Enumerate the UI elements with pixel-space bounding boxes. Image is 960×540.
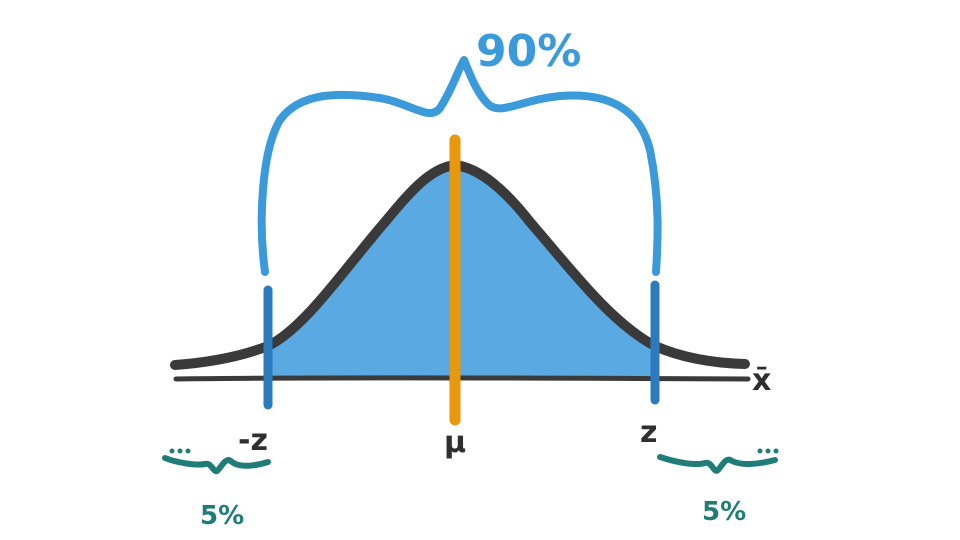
right-tail-dot: [765, 448, 771, 454]
right-tail-brace: [657, 454, 778, 474]
right-tail-dot: [773, 448, 779, 454]
left-tail-dot: [177, 448, 183, 454]
central-area-fill: [268, 166, 655, 378]
left-tail-percent-label: 5%: [200, 501, 244, 531]
right-z-label: z: [640, 415, 657, 450]
central-brace: [257, 56, 662, 276]
center-percent-label: 90%: [476, 26, 581, 77]
mean-label: μ: [444, 425, 466, 460]
left-tail-brace: [162, 455, 271, 475]
right-tail-dot: [757, 448, 763, 454]
right-tail-percent-label: 5%: [702, 497, 746, 527]
axis-variable-label: x̄: [752, 363, 771, 398]
left-z-label: -z: [238, 423, 268, 458]
left-tail-dot: [169, 448, 175, 454]
x-axis: [173, 375, 751, 382]
left-tail-dot: [185, 448, 191, 454]
